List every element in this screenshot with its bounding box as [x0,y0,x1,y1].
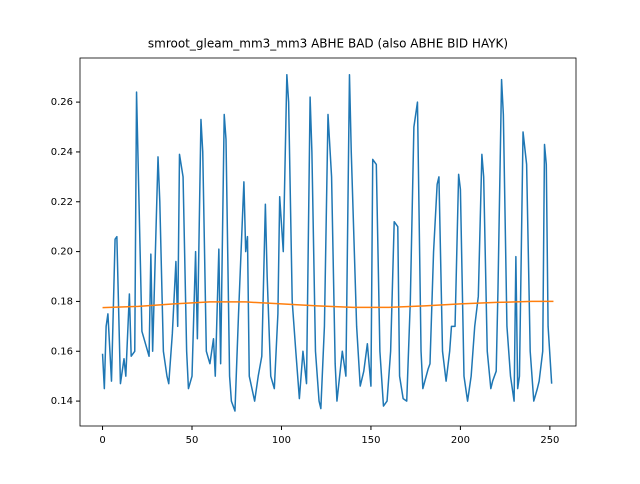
series-line [102,300,554,309]
y-tick-label: 0.16 [51,346,73,357]
y-tick-label: 0.26 [51,97,73,108]
series-line [101,73,553,412]
x-tick-label: 200 [451,435,470,446]
x-tick-label: 50 [186,435,199,446]
y-tick-label: 0.18 [51,296,73,307]
y-tick-label: 0.24 [51,147,73,158]
chart-title: smroot_gleam_mm3_mm3 ABHE BAD (also ABHE… [148,37,508,51]
y-tick-label: 0.14 [51,396,73,407]
x-tick-label: 250 [540,435,559,446]
y-tick-label: 0.22 [51,197,73,208]
x-tick-label: 0 [99,435,105,446]
y-tick-label: 0.20 [51,247,73,258]
x-tick-label: 100 [272,435,291,446]
x-tick-label: 150 [361,435,380,446]
plot-frame [79,57,577,427]
